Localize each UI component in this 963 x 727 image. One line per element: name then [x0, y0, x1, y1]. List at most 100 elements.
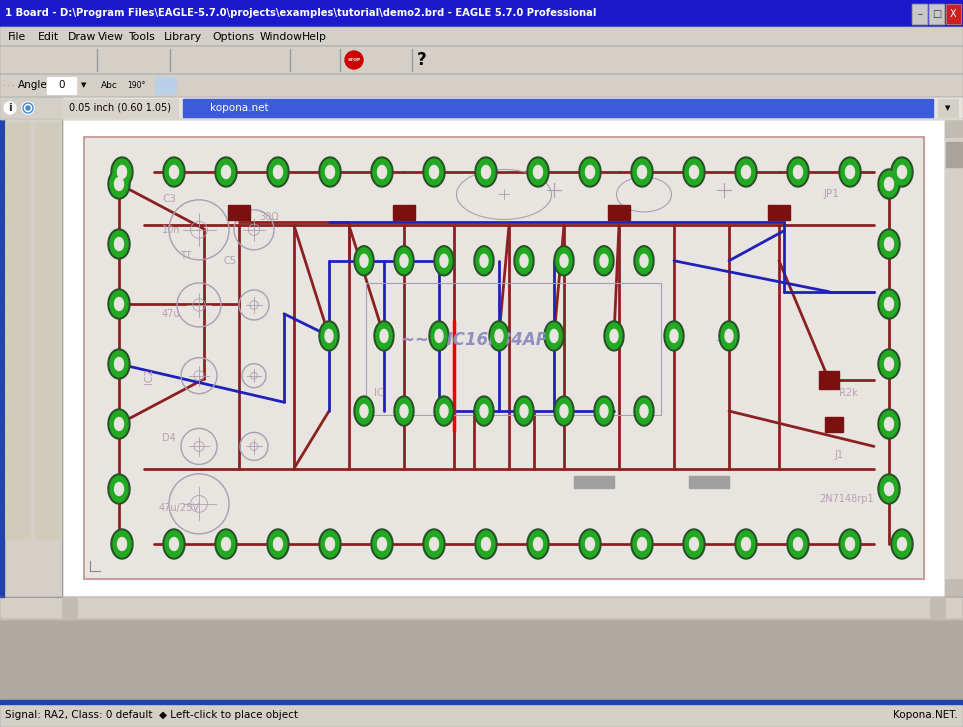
- Ellipse shape: [586, 166, 594, 179]
- Bar: [5, 518, 30, 539]
- Ellipse shape: [742, 537, 750, 550]
- Ellipse shape: [115, 483, 123, 496]
- Circle shape: [22, 102, 34, 114]
- Bar: [946, 142, 962, 167]
- Text: Options: Options: [212, 31, 254, 41]
- Ellipse shape: [520, 404, 528, 417]
- Ellipse shape: [108, 349, 130, 379]
- Bar: [35, 386, 60, 407]
- Circle shape: [345, 51, 363, 69]
- Ellipse shape: [396, 398, 412, 424]
- Ellipse shape: [356, 398, 372, 424]
- Ellipse shape: [556, 398, 572, 424]
- Ellipse shape: [884, 417, 894, 430]
- Text: TT: TT: [180, 252, 192, 261]
- Ellipse shape: [480, 404, 488, 417]
- Bar: [5, 408, 30, 429]
- Ellipse shape: [586, 537, 594, 550]
- Ellipse shape: [789, 531, 807, 557]
- Ellipse shape: [377, 537, 386, 550]
- Bar: [0, 702, 963, 727]
- Ellipse shape: [111, 529, 133, 559]
- Ellipse shape: [476, 398, 492, 424]
- Ellipse shape: [636, 398, 652, 424]
- Bar: [0, 74, 963, 97]
- Text: Abc: Abc: [100, 81, 117, 90]
- Ellipse shape: [394, 246, 414, 276]
- Bar: [5, 188, 30, 209]
- Ellipse shape: [554, 396, 574, 426]
- Bar: [0, 597, 963, 619]
- Bar: [0, 619, 963, 702]
- Ellipse shape: [360, 404, 368, 417]
- Ellipse shape: [520, 254, 528, 268]
- Ellipse shape: [273, 166, 282, 179]
- Text: ▼: ▼: [81, 82, 86, 89]
- Ellipse shape: [554, 246, 574, 276]
- Bar: [0, 702, 963, 727]
- Bar: [26, 49, 48, 71]
- Ellipse shape: [425, 159, 443, 185]
- Bar: [0, 0, 963, 27]
- Ellipse shape: [534, 537, 542, 550]
- Bar: [35, 364, 60, 385]
- Ellipse shape: [878, 349, 900, 379]
- Ellipse shape: [215, 529, 237, 559]
- Ellipse shape: [482, 166, 490, 179]
- Bar: [819, 371, 839, 389]
- Bar: [946, 4, 961, 24]
- Ellipse shape: [685, 531, 703, 557]
- Text: ?: ?: [417, 51, 427, 69]
- Ellipse shape: [789, 159, 807, 185]
- Ellipse shape: [115, 238, 123, 251]
- Text: Window: Window: [260, 31, 303, 41]
- Ellipse shape: [884, 238, 894, 251]
- Ellipse shape: [110, 476, 128, 502]
- Bar: [689, 475, 729, 488]
- Ellipse shape: [579, 157, 601, 187]
- Bar: [0, 27, 963, 46]
- Ellipse shape: [878, 409, 900, 439]
- Bar: [265, 49, 287, 71]
- Text: C5: C5: [224, 256, 237, 266]
- Text: · · · · · ·: · · · · · ·: [3, 82, 28, 89]
- Text: STOP: STOP: [348, 58, 360, 62]
- Ellipse shape: [610, 329, 618, 342]
- Text: JP1: JP1: [824, 190, 840, 199]
- Bar: [123, 49, 145, 71]
- Ellipse shape: [884, 358, 894, 371]
- Bar: [0, 97, 963, 119]
- Bar: [5, 122, 30, 143]
- Ellipse shape: [737, 159, 755, 185]
- Bar: [35, 430, 60, 451]
- Ellipse shape: [482, 537, 490, 550]
- Ellipse shape: [633, 159, 651, 185]
- Ellipse shape: [110, 351, 128, 377]
- Ellipse shape: [514, 396, 534, 426]
- Ellipse shape: [267, 529, 289, 559]
- Bar: [5, 430, 30, 451]
- Bar: [35, 518, 60, 539]
- Ellipse shape: [529, 531, 547, 557]
- Ellipse shape: [880, 476, 898, 502]
- Ellipse shape: [631, 529, 653, 559]
- Bar: [5, 298, 30, 319]
- Ellipse shape: [325, 329, 333, 342]
- Ellipse shape: [354, 396, 374, 426]
- Bar: [912, 4, 927, 24]
- Bar: [0, 700, 963, 704]
- Ellipse shape: [560, 404, 568, 417]
- Ellipse shape: [110, 291, 128, 317]
- Circle shape: [4, 102, 16, 114]
- Ellipse shape: [273, 537, 282, 550]
- Bar: [316, 49, 338, 71]
- Ellipse shape: [560, 254, 568, 268]
- Bar: [47, 77, 77, 94]
- Ellipse shape: [423, 529, 445, 559]
- Ellipse shape: [898, 537, 906, 550]
- Ellipse shape: [221, 537, 230, 550]
- Ellipse shape: [891, 157, 913, 187]
- Ellipse shape: [319, 157, 341, 187]
- Bar: [178, 77, 199, 94]
- Ellipse shape: [113, 531, 131, 557]
